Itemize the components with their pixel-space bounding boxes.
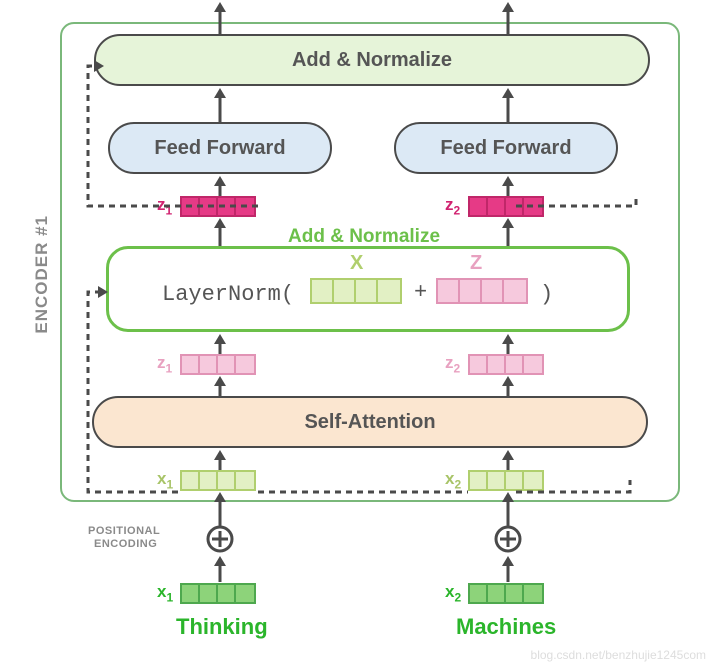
arrow-pe2-up	[498, 490, 518, 528]
encoder-label: ENCODER #1	[32, 215, 52, 334]
plus-circle-icon-2	[493, 524, 523, 554]
arrow-ln1-up	[210, 216, 230, 246]
arrow-xi1-up	[210, 554, 230, 582]
arrow-ln2-up	[498, 216, 518, 246]
x-input-1-label: x1	[157, 582, 173, 604]
input-word-1: Thinking	[176, 614, 268, 640]
arrow-out-1	[210, 0, 230, 34]
arrow-out-2	[498, 0, 518, 34]
arrow-pe1-up	[210, 490, 230, 528]
layernorm-title: Add & Normalize	[288, 226, 440, 248]
layernorm-z-label: Z	[470, 252, 482, 275]
layernorm-x-label: X	[350, 252, 363, 275]
residual-dashed-lower	[76, 280, 656, 496]
arrow-xi2-up	[498, 554, 518, 582]
x-input-2-label: x2	[445, 582, 461, 604]
x-input-1-cells	[180, 583, 256, 604]
x-input-2-cells	[468, 583, 544, 604]
input-word-2: Machines	[456, 614, 556, 640]
watermark: blog.csdn.net/benzhujie1245com	[531, 648, 706, 662]
plus-circle-icon-1	[205, 524, 235, 554]
positional-label-1: POSITIONAL	[88, 525, 160, 537]
positional-label-2: ENCODING	[94, 538, 157, 550]
residual-dashed-upper	[76, 54, 656, 214]
